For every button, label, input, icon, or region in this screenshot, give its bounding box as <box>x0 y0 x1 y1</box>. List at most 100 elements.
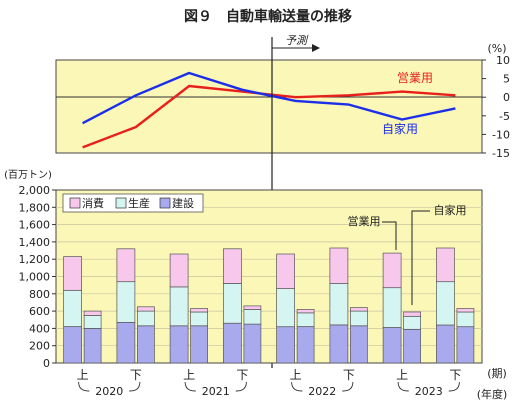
bar-jikayou-消費 <box>296 309 315 314</box>
x-half-label: 下 <box>449 368 461 382</box>
bar-jikayou-建設 <box>456 326 475 364</box>
x-axis-labels: 上 下 上 下 上 下 上 下 2020 2021 2022 2023 <box>77 368 462 398</box>
year-bracket-left <box>291 381 303 392</box>
bar-y-tick-label: 1,400 <box>19 236 51 249</box>
forecast-arrow-head <box>312 44 320 52</box>
year-unit: (年度) <box>477 387 508 401</box>
bar-eigyou-消費 <box>436 247 455 283</box>
bar-eigyou-建設 <box>116 321 136 364</box>
annotation-jikayou-leader <box>411 210 430 305</box>
bar-series-group <box>63 247 475 364</box>
bar-jikayou-生産 <box>350 310 368 327</box>
bar-eigyou-消費 <box>276 253 295 289</box>
x-half-label: 上 <box>290 368 302 382</box>
bar-jikayou-消費 <box>83 310 102 316</box>
bar-jikayou-生産 <box>243 309 262 325</box>
year-bracket-right <box>448 381 460 392</box>
bar-eigyou-生産 <box>382 287 402 328</box>
bar-eigyou-消費 <box>63 256 82 291</box>
x-year-label: 2020 <box>95 385 123 398</box>
bar-eigyou-消費 <box>329 247 349 284</box>
bar-eigyou-生産 <box>436 281 455 326</box>
x-half-label: 下 <box>130 368 142 382</box>
bar-legend: 消費 生産 建設 <box>62 193 204 213</box>
legend-label-kensetsu: 建設 <box>172 196 194 210</box>
x-half-label: 下 <box>236 368 248 382</box>
bar-jikayou-消費 <box>190 308 208 313</box>
bar-jikayou-建設 <box>190 325 208 364</box>
line-series-group <box>82 71 456 149</box>
bar-jikayou-生産 <box>137 310 155 327</box>
legend-label-shouhi: 消費 <box>82 196 104 210</box>
year-bracket-left <box>78 381 90 392</box>
bar-y-tick-label: 800 <box>29 288 50 301</box>
bar-y-tick-label: 1,600 <box>19 219 51 232</box>
line-series-1 <box>82 71 456 125</box>
bar-eigyou-建設 <box>276 326 295 364</box>
bar-eigyou-建設 <box>169 325 189 364</box>
bar-jikayou-建設 <box>296 326 315 364</box>
bar-jikayou-生産 <box>456 311 475 328</box>
bar-jikayou-建設 <box>243 323 262 364</box>
bar-eigyou-消費 <box>382 252 402 289</box>
year-bracket-right <box>129 381 141 392</box>
bar-eigyou-消費 <box>223 248 242 284</box>
bar-eigyou-建設 <box>63 326 82 364</box>
x-half-label: 下 <box>343 368 355 382</box>
year-bracket-left <box>184 381 196 392</box>
forecast-label: 予測 <box>285 34 309 47</box>
bar-y-tick-label: 1,200 <box>19 253 51 266</box>
x-half-label: 上 <box>77 368 89 382</box>
bar-eigyou-建設 <box>382 327 402 364</box>
bar-jikayou-建設 <box>403 328 421 364</box>
bar-y-tick-label: 200 <box>29 340 50 353</box>
year-bracket-right <box>342 381 354 392</box>
bar-eigyou-生産 <box>276 288 295 328</box>
bar-jikayou-建設 <box>350 325 368 364</box>
bar-jikayou-生産 <box>83 315 102 329</box>
bar-y-tick-label: 1,000 <box>19 271 51 284</box>
bar-eigyou-消費 <box>116 248 136 283</box>
bar-eigyou-建設 <box>436 324 455 364</box>
x-year-label: 2021 <box>202 385 230 398</box>
period-unit: (期) <box>487 367 507 380</box>
bar-jikayou-生産 <box>296 312 315 327</box>
bar-y-tick-label: 2,000 <box>19 184 51 197</box>
bar-y-tick-label: 0 <box>43 357 50 370</box>
bar-y-ticks: 0 200 400 600 800 1,000 1,200 1,400 1,600 1,800 2,… <box>19 184 56 370</box>
bar-jikayou-生産 <box>403 315 421 330</box>
line-y-tick-label: 10 <box>496 54 510 67</box>
line-label-jikayou: 自家用 <box>382 121 418 136</box>
line-y-tick-label: -10 <box>492 128 510 141</box>
bar-eigyou-建設 <box>223 322 242 364</box>
bar-jikayou-消費 <box>350 307 368 312</box>
bar-jikayou-消費 <box>456 308 475 313</box>
line-y-tick-label: 5 <box>503 73 510 86</box>
line-label-eigyou: 営業用 <box>397 71 433 85</box>
x-half-label: 上 <box>183 368 195 382</box>
annotation-jikayou: 自家用 <box>434 203 467 217</box>
bar-jikayou-建設 <box>137 325 155 364</box>
year-bracket-right <box>235 381 247 392</box>
bar-eigyou-生産 <box>223 283 242 324</box>
line-y-tick-label: -15 <box>492 147 510 160</box>
legend-label-seisan: 生産 <box>128 196 150 210</box>
bar-eigyou-消費 <box>169 253 189 288</box>
annotation-eigyou: 営業用 <box>348 214 381 228</box>
bar-jikayou-消費 <box>243 305 262 310</box>
line-y-ticks: 10 5 0 -5 -10 -15 <box>482 54 510 160</box>
bar-y-tick-label: 600 <box>29 305 50 318</box>
x-half-label: 上 <box>396 368 408 382</box>
bar-y-tick-label: 1,800 <box>19 201 51 214</box>
line-plot-area <box>55 59 483 154</box>
bar-eigyou-生産 <box>169 286 189 327</box>
bar-jikayou-建設 <box>83 328 102 364</box>
bar-jikayou-生産 <box>190 311 208 327</box>
bar-jikayou-消費 <box>137 306 155 312</box>
year-bracket-left <box>397 381 409 392</box>
line-y-tick-label: -5 <box>499 110 510 123</box>
bar-eigyou-生産 <box>63 289 82 327</box>
